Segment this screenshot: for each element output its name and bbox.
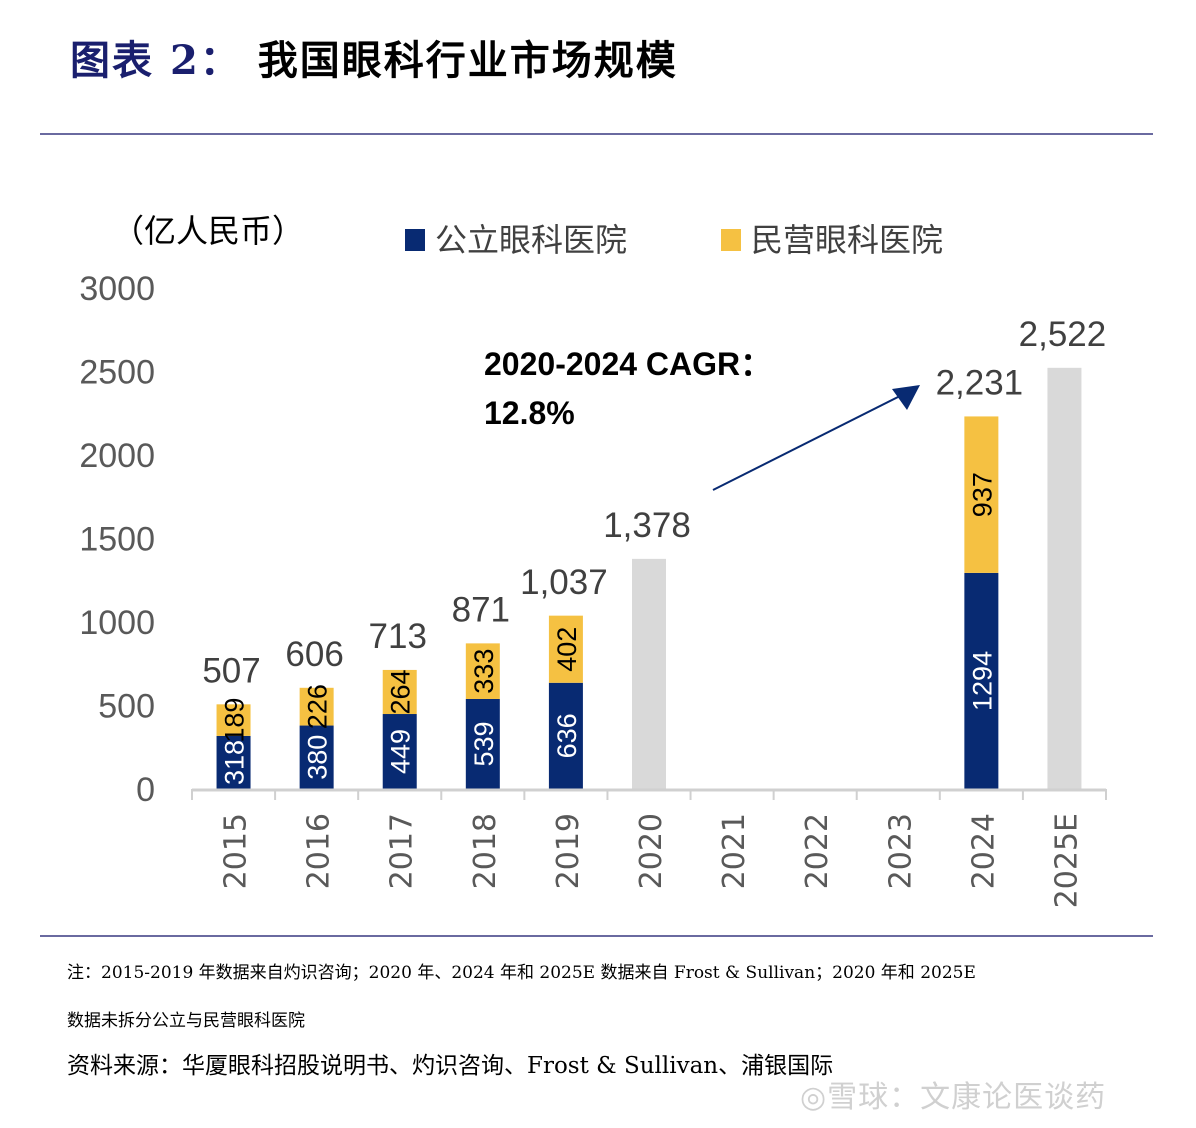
cagr-label-line1: 2020-2024 CAGR： <box>484 346 772 382</box>
bar-segment <box>382 714 417 789</box>
figure-label: 图表 <box>70 37 154 84</box>
x-tick-label: 2015 <box>219 813 254 889</box>
x-axis: 2015 2016 2017 2018 2019 2020 2021 2022 2023 2024… <box>191 788 1107 908</box>
bar-segment <box>465 698 500 789</box>
x-tick-label: 2016 <box>302 813 337 889</box>
top-divider <box>40 133 1153 135</box>
bar-segment <box>548 682 583 789</box>
source-text: 资料来源：华厦眼科招股说明书、灼识咨询、Frost & Sullivan、浦银国… <box>67 1053 834 1079</box>
y-tick-label: 1500 <box>79 521 155 559</box>
total-value-label: 2,231 <box>936 363 1024 402</box>
x-tick-label: 2020 <box>634 813 669 889</box>
page-title: 图表 2： 我国眼科行业市场规模 <box>70 28 678 86</box>
y-tick-label: 500 <box>98 688 155 726</box>
bar-segment <box>632 558 666 789</box>
segment-value-label: 333 <box>469 649 499 694</box>
x-tick-label: 2023 <box>883 813 918 889</box>
y-tick-label: 1000 <box>79 604 155 642</box>
x-tick-label: 2025E <box>1049 813 1084 908</box>
bar-segment <box>465 643 500 699</box>
total-value-label: 606 <box>285 635 343 674</box>
market-size-chart: （亿人民币） 公立眼科医院 民营眼科医院 0 500 1000 1500 2000 2500… <box>79 212 1107 908</box>
figure-title: 我国眼科行业市场规模 <box>257 37 678 84</box>
legend-swatch <box>405 229 425 251</box>
legend-swatch <box>721 229 741 251</box>
watermark: ◎雪球：文康论医谈药 <box>800 1080 1107 1115</box>
y-axis: 0 500 1000 1500 2000 2500 3000 <box>79 270 155 809</box>
segment-value-label: 449 <box>386 729 416 774</box>
x-tick-label: 2017 <box>385 813 420 889</box>
cagr-arrow-line <box>712 392 907 491</box>
segment-value-label: 226 <box>303 684 333 729</box>
y-tick-label: 2500 <box>79 354 155 392</box>
y-unit-label: （亿人民币） <box>112 212 304 250</box>
segment-value-label: 1294 <box>967 651 997 711</box>
cagr-annotation: 2020-2024 CAGR： 12.8% <box>484 346 920 491</box>
bar-segment <box>299 725 334 789</box>
cagr-label-line2: 12.8% <box>484 395 575 431</box>
x-tick-label: 2021 <box>717 813 752 889</box>
bar-segment <box>299 687 334 726</box>
segment-value-label: 636 <box>552 713 582 758</box>
y-tick-label: 2000 <box>79 437 155 475</box>
total-value-label: 713 <box>369 617 427 656</box>
y-tick-label: 0 <box>136 771 155 809</box>
x-tick-label: 2024 <box>966 813 1001 889</box>
segment-value-label: 539 <box>469 721 499 766</box>
legend-label: 民营眼科医院 <box>751 221 943 259</box>
total-value-label: 1,037 <box>520 563 608 602</box>
x-tick-label: 2019 <box>551 813 586 889</box>
cagr-arrow-head <box>892 385 920 410</box>
y-tick-label: 3000 <box>79 270 155 308</box>
bar-segment <box>1047 367 1082 789</box>
legend-label: 公立眼科医院 <box>435 221 627 259</box>
segment-value-label: 380 <box>303 735 333 780</box>
total-value-label: 507 <box>202 651 260 690</box>
total-value-label: 2,522 <box>1019 315 1107 354</box>
total-value-label: 1,378 <box>603 506 691 545</box>
segment-value-label: 264 <box>386 669 416 714</box>
figure-number: 2： <box>169 37 242 84</box>
segment-value-label: 937 <box>967 472 997 517</box>
note-line-1: 注：2015-2019 年数据来自灼识咨询；2020 年、2024 年和 202… <box>67 963 976 983</box>
bar-segment <box>382 669 417 715</box>
segment-value-label: 318 <box>220 740 250 785</box>
x-tick-label: 2018 <box>468 813 503 889</box>
note-line-2: 数据未拆分公立与民营眼科医院 <box>67 1011 305 1031</box>
bar-segment <box>964 416 999 573</box>
segment-value-label: 189 <box>220 698 250 743</box>
bar-segment <box>964 572 999 789</box>
bar-segment <box>216 735 251 789</box>
bar-segment <box>548 615 583 683</box>
bar-segment <box>216 704 251 736</box>
legend: 公立眼科医院 民营眼科医院 <box>405 221 943 259</box>
x-tick-label: 2022 <box>800 813 835 889</box>
segment-value-label: 402 <box>552 627 582 672</box>
bottom-divider <box>40 935 1153 937</box>
total-value-label: 871 <box>452 591 510 630</box>
